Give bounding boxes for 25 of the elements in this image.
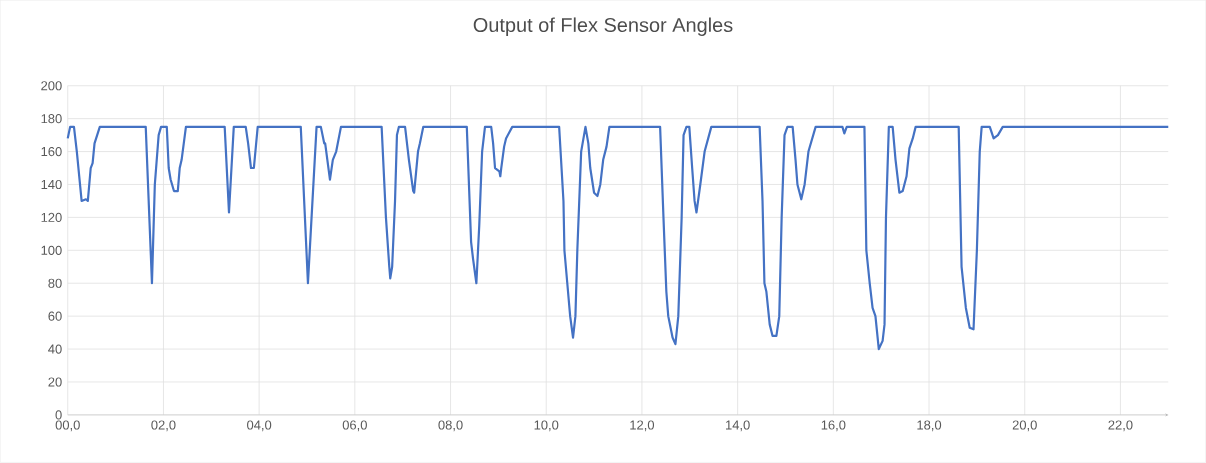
y-tick-label: 180 [41, 114, 62, 124]
x-tick-label: 18,0 [917, 420, 942, 432]
x-tick-label: 14,0 [726, 420, 750, 432]
y-tick-label: 40 [48, 344, 62, 354]
y-tick-label: 60 [48, 311, 62, 321]
y-tick-label: 140 [41, 180, 62, 190]
x-tick-label: 16,0 [821, 420, 846, 432]
x-tick-label: 10,0 [534, 420, 559, 432]
x-tick-label: 00,0 [55, 420, 80, 432]
x-tick-label: 02,0 [151, 420, 176, 432]
y-tick-label: 120 [41, 213, 62, 223]
x-tick-label: 20,0 [1012, 420, 1037, 432]
x-tick-label: 06,0 [342, 420, 367, 432]
y-tick-label: 0 [55, 410, 62, 420]
line-series [66, 125, 1170, 351]
x-tick-label: 22,0 [1108, 420, 1133, 432]
x-tick-label: 08,0 [438, 420, 463, 432]
x-tick-label: 04,0 [247, 420, 272, 432]
y-tick-label: 200 [41, 81, 62, 91]
y-tick-label: 100 [41, 245, 62, 256]
y-tick-label: 160 [41, 147, 62, 157]
x-tick-label: 12,0 [630, 420, 655, 432]
chart-title: Output of Flex Sensor Angles [473, 17, 733, 37]
y-tick-label: 80 [48, 278, 62, 289]
y-tick-label: 20 [48, 377, 62, 387]
